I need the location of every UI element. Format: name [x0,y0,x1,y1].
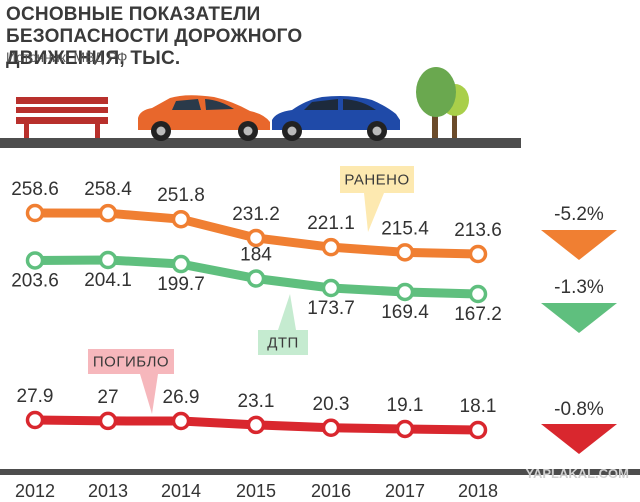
watermark: YAPLAKAL.COM [525,466,629,481]
x-tick-label: 2014 [161,481,201,501]
blue-car-icon [272,96,400,141]
change-value: -5.2% [554,204,604,225]
series-2: 203.6 204.1 199.7 184 173.7 169.4 167.2 [11,245,502,325]
data-point [468,244,488,264]
data-label: 23.1 [238,391,275,412]
x-tick-label: 2012 [15,481,55,501]
data-label: 258.6 [11,179,59,200]
data-point [171,411,191,431]
data-label: 215.4 [381,218,429,239]
data-label: 213.6 [454,220,502,241]
data-label: 169.4 [381,302,429,323]
x-tick-label: 2015 [236,481,276,501]
x-tick-label: 2013 [88,481,128,501]
chart-title: ОСНОВНЫЕ ПОКАЗАТЕЛИ БЕЗОПАСНОСТИ ДОРОЖНО… [6,4,303,69]
data-point [25,410,45,430]
data-label: 18.1 [460,396,497,417]
legend-label: РАНЕНО [344,172,409,189]
down-arrow-icon [541,303,617,333]
x-tick-label: 2017 [385,481,425,501]
callout-box [340,166,414,193]
road-illustration [0,67,521,148]
data-point [468,284,488,304]
change-indicators: -5.2% -1.3% -0.8% [541,204,617,454]
data-label: 167.2 [454,304,502,325]
data-point [171,209,191,229]
data-label: 199.7 [157,274,205,295]
data-point [98,411,118,431]
callout-pointer [140,374,158,414]
data-point [25,203,45,223]
change-indicator: -0.8% [541,399,617,454]
down-arrow-icon [541,230,617,260]
data-point [395,419,415,439]
road-strip [0,138,521,148]
series-layer: 258.6 258.4 251.8 231.2 221.1 215.4 213.6 203.6… [11,179,502,440]
x-tick-label: 2018 [458,481,498,501]
down-arrow-icon [541,424,617,454]
trees-icon [416,67,469,138]
data-label: 258.4 [84,179,132,200]
data-point [25,251,45,270]
data-label: 251.8 [157,185,205,206]
x-axis-bar [0,469,640,475]
series-callout: ДТП [258,294,308,355]
callout-pointer [278,294,296,330]
change-indicator: -1.3% [541,277,617,333]
data-label: 19.1 [387,395,424,416]
callout-box [258,330,308,355]
data-label: 231.2 [232,204,280,225]
legend-label: ПОГИБЛО [93,354,169,371]
data-label: 203.6 [11,270,59,291]
data-label: 221.1 [307,213,355,234]
data-point [321,418,341,438]
source-note: Источник: МВД РФ [6,49,128,65]
bench-icon [16,97,108,138]
data-point [98,203,118,223]
data-point [246,228,266,248]
data-label: 184 [240,245,272,266]
legend-label: ДТП [267,335,299,352]
callout-box [88,349,174,374]
change-value: -0.8% [554,399,604,420]
x-tick-label: 2016 [311,481,351,501]
series-callouts: РАНЕНО ДТП ПОГИБЛО [88,166,414,414]
series-1: 258.6 258.4 251.8 231.2 221.1 215.4 213.6 [11,179,502,264]
data-label: 27 [97,387,118,408]
data-label: 20.3 [313,394,350,415]
series-3: 27.9 27 26.9 23.1 20.3 19.1 18.1 [17,386,497,440]
data-point [98,250,118,270]
data-point [395,243,415,262]
series-callout: ПОГИБЛО [88,349,174,414]
data-label: 173.7 [307,298,355,319]
orange-car-icon [138,95,270,141]
data-label: 27.9 [17,386,54,407]
data-point [395,282,415,302]
data-point [171,254,191,274]
data-point [468,420,488,440]
data-point [246,415,266,435]
change-value: -1.3% [554,277,604,298]
series-callout: РАНЕНО [340,166,414,232]
data-label: 204.1 [84,270,132,291]
data-point [321,237,341,257]
change-indicator: -5.2% [541,204,617,260]
data-point [246,269,266,288]
callout-pointer [364,193,384,232]
data-point [321,278,341,298]
x-axis-ticks: 2012 2013 2014 2015 2016 2017 2018 [15,481,498,501]
data-label: 26.9 [163,387,200,408]
